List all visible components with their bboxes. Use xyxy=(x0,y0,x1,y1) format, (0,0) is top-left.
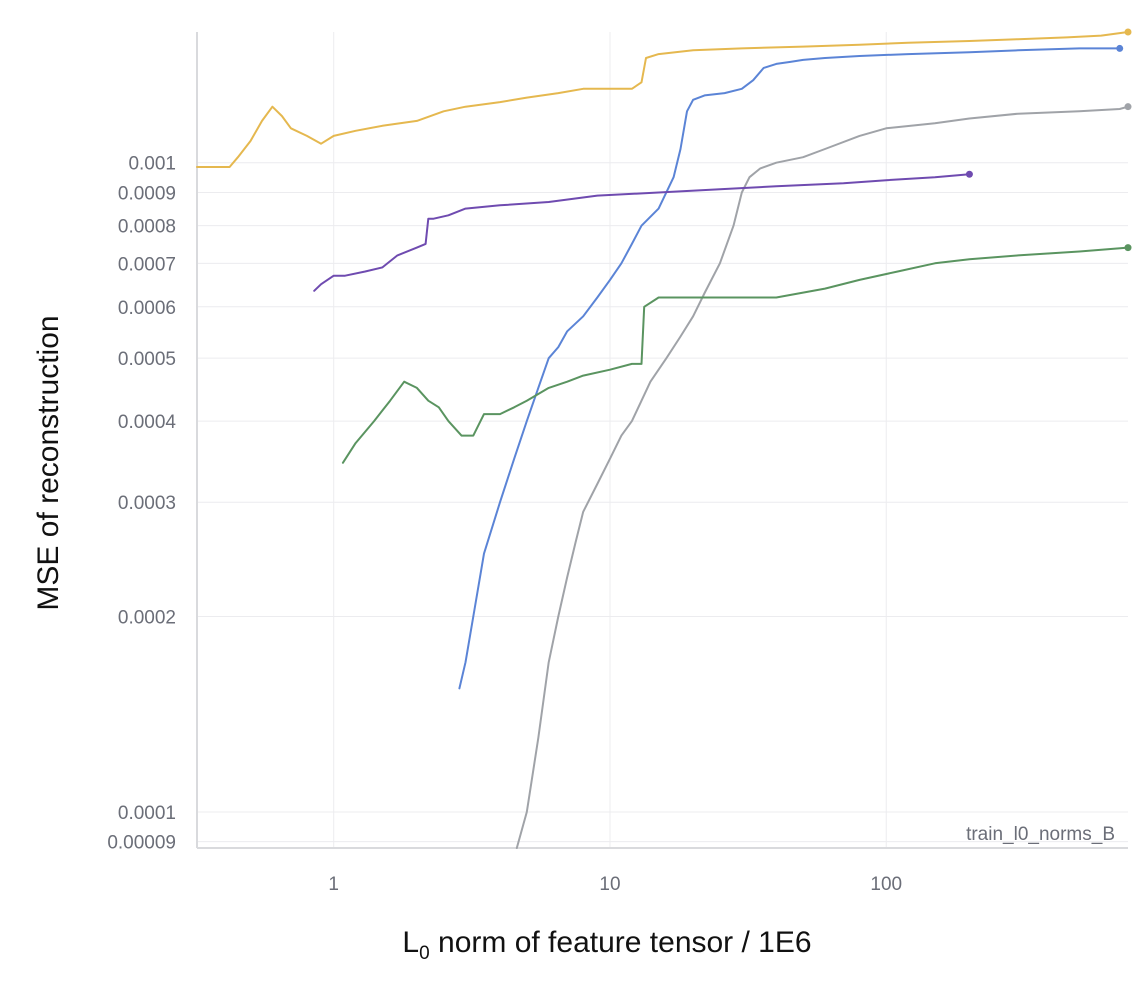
gridlines xyxy=(197,32,1128,848)
series-line-green xyxy=(341,246,1129,464)
series-line-blue xyxy=(458,47,1121,690)
series-endpoint-purple xyxy=(965,170,973,178)
series-endpoint-yellow xyxy=(1124,28,1132,36)
series-lines xyxy=(196,28,1132,849)
y-tick-label: 0.0005 xyxy=(118,349,176,370)
series-line-yellow xyxy=(196,31,1129,168)
series-line-purple xyxy=(313,173,971,292)
series-endpoint-blue xyxy=(1116,44,1124,52)
y-tick-label: 0.001 xyxy=(128,154,176,175)
x-tick-label: 1 xyxy=(328,874,339,895)
x-tick-label: 100 xyxy=(870,874,902,895)
x-axis-title-main: L xyxy=(402,926,419,959)
y-tick-label: 0.0002 xyxy=(118,608,176,629)
y-axis-title: MSE of reconstruction xyxy=(32,315,65,610)
series-endpoint-gray xyxy=(1124,103,1132,111)
y-tick-label: 0.0008 xyxy=(118,217,176,238)
x-axis-title-rest: norm of feature tensor / 1E6 xyxy=(430,926,812,959)
y-tick-label: 0.0001 xyxy=(118,803,176,824)
y-tick-label: 0.0009 xyxy=(118,183,176,204)
x-axis-title: L0 norm of feature tensor / 1E6 xyxy=(402,926,811,964)
x-axis-title-subscript: 0 xyxy=(419,943,430,964)
series-line-gray xyxy=(515,105,1129,849)
y-tick-labels: 0.00009 0.0001 0.0002 0.0003 0.0004 0.0005 0.0… xyxy=(107,154,176,854)
chart-annotation: train_l0_norms_B xyxy=(966,824,1115,845)
y-tick-label: 0.00009 xyxy=(107,833,176,854)
x-tick-label: 10 xyxy=(599,874,620,895)
x-tick-labels: 1 10 100 xyxy=(328,874,902,895)
series-endpoint-green xyxy=(1124,244,1132,252)
y-tick-label: 0.0007 xyxy=(118,254,176,275)
y-tick-label: 0.0004 xyxy=(118,412,177,433)
y-tick-label: 0.0003 xyxy=(118,493,176,514)
y-tick-label: 0.0006 xyxy=(118,298,176,319)
